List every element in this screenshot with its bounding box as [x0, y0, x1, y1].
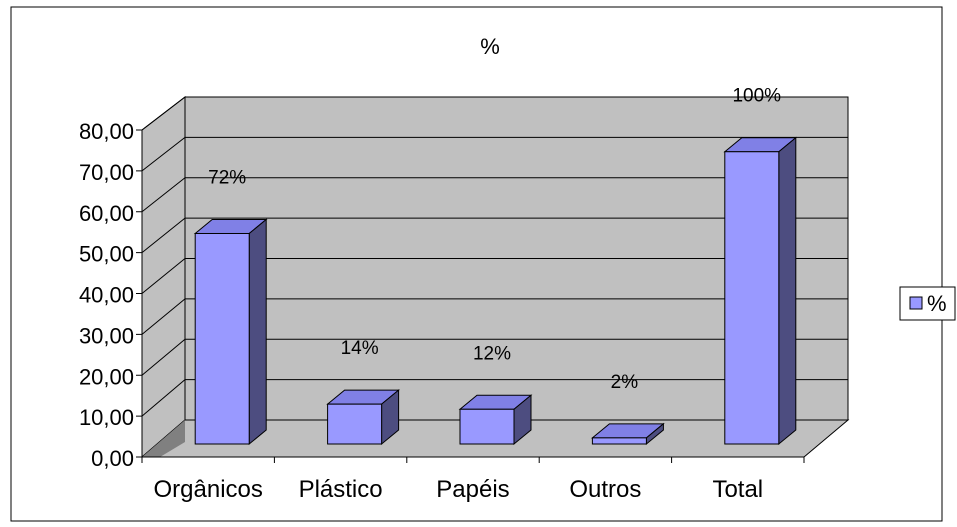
gridline-side	[141, 96, 186, 131]
bar	[591, 422, 665, 446]
data-label: 14%	[341, 338, 379, 359]
bar-front	[194, 232, 250, 445]
gridline-side	[141, 298, 186, 335]
gridline-side	[141, 177, 186, 213]
bar-front	[327, 403, 383, 445]
data-label: 100%	[732, 86, 781, 107]
gridline-side	[141, 338, 186, 376]
chart-title: %	[480, 34, 500, 59]
y-tick-label: 80,00	[79, 119, 134, 144]
x-tick-label: Orgânicos	[154, 476, 263, 503]
side-wall	[141, 95, 186, 459]
gridline-side	[141, 136, 186, 172]
x-tick-label: Papéis	[436, 476, 509, 503]
y-axis: 0,00 10,00 20,00 30,00 40,00 50,00 60,00 70,00 8…	[79, 119, 143, 471]
bar-front	[591, 437, 647, 445]
y-tick-label: 0,00	[91, 446, 134, 471]
legend-swatch	[909, 296, 923, 310]
bar-front	[459, 408, 515, 445]
gridline-side	[141, 379, 186, 417]
bar	[193, 218, 268, 446]
bar-side	[248, 218, 267, 446]
gridline-side	[141, 258, 186, 294]
bar	[723, 136, 798, 446]
legend: %	[899, 286, 956, 321]
y-tick-label: 20,00	[79, 364, 134, 389]
x-axis: Orgânicos Plástico Papéis Outros Total	[141, 456, 805, 503]
bar-front	[724, 151, 780, 445]
y-tick-label: 30,00	[79, 323, 134, 348]
bar-side	[778, 136, 797, 446]
data-label: 72%	[208, 167, 246, 188]
x-tick-label: Plástico	[299, 476, 383, 503]
bar	[326, 389, 400, 446]
bar	[458, 394, 533, 446]
y-tick-label: 60,00	[79, 201, 134, 226]
legend-box	[899, 286, 956, 321]
x-tick-label: Outros	[569, 476, 641, 503]
y-tick-label: 40,00	[79, 283, 134, 308]
bars	[193, 136, 798, 446]
y-tick-label: 70,00	[79, 160, 134, 185]
data-labels: 72% 14% 12% 2% 100%	[208, 86, 781, 393]
floor-corner	[142, 420, 185, 457]
data-label: 2%	[611, 372, 639, 393]
gridline-side	[141, 217, 186, 254]
x-tick-label: Total	[712, 476, 763, 503]
legend-label: %	[927, 291, 947, 316]
y-tick-label: 10,00	[79, 405, 134, 430]
y-tick-label: 50,00	[79, 242, 134, 267]
data-label: 12%	[473, 343, 511, 364]
